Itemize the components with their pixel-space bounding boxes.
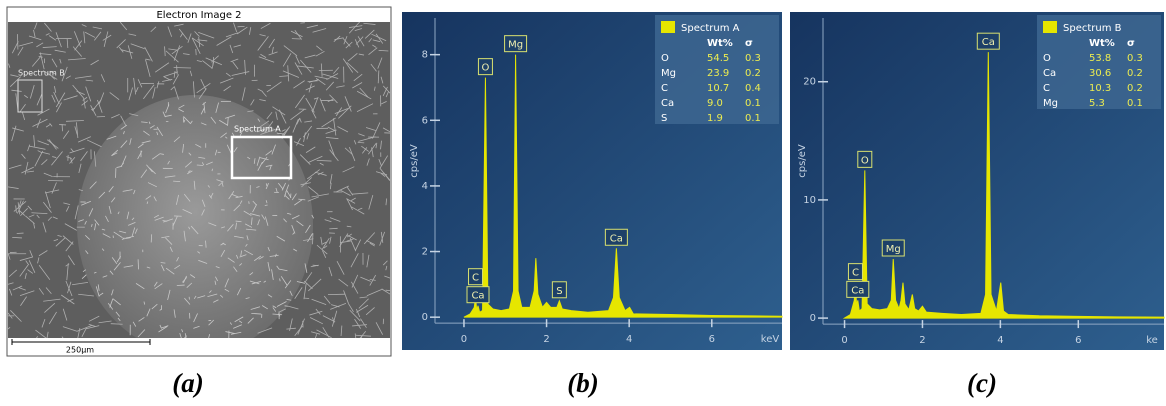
sem-dome <box>77 95 313 355</box>
peak-label: C <box>472 273 479 284</box>
y-tick-label: 0 <box>422 312 428 323</box>
legend-cell: Ca <box>661 98 674 109</box>
legend-cell: 0.2 <box>1127 83 1143 94</box>
legend-cell: 0.2 <box>745 68 761 79</box>
legend-cell: 5.3 <box>1089 98 1105 109</box>
legend-title: Spectrum B <box>1063 23 1122 34</box>
legend-swatch <box>1043 21 1057 33</box>
legend-header: σ <box>745 38 753 49</box>
legend-cell: 0.3 <box>745 53 761 64</box>
legend-header: σ <box>1127 38 1135 49</box>
legend-cell: C <box>661 83 668 94</box>
legend-header: Wt% <box>1089 38 1115 49</box>
sem-crystal <box>177 65 178 74</box>
x-tick-label: 4 <box>626 334 632 345</box>
peak-label: Ca <box>471 291 484 302</box>
x-tick-label: 2 <box>543 334 549 345</box>
legend-cell: Ca <box>1043 68 1056 79</box>
y-tick-label: 6 <box>422 115 428 126</box>
y-tick-label: 10 <box>803 195 816 206</box>
peak-label: O <box>861 155 869 166</box>
x-axis-label: ke <box>1146 335 1158 346</box>
y-axis-label: cps/eV <box>797 144 808 178</box>
x-axis-label: keV <box>761 334 780 345</box>
legend-cell: 0.3 <box>1127 53 1143 64</box>
legend-cell: O <box>661 53 669 64</box>
peak-label: Ca <box>610 233 623 244</box>
legend-title: Spectrum A <box>681 23 740 34</box>
sem-crystal <box>111 324 123 325</box>
legend-cell: Mg <box>1043 98 1058 109</box>
legend-cell: 0.4 <box>745 83 761 94</box>
figure: Electron Image 2 Spectrum B Spectrum A 2… <box>0 0 1166 406</box>
legend-cell: 0.2 <box>1127 68 1143 79</box>
peak-label: Mg <box>508 40 523 51</box>
legend-cell: 30.6 <box>1089 68 1111 79</box>
peak-label: S <box>556 286 562 297</box>
peak-label: O <box>481 63 489 74</box>
caption: (a) <box>172 368 203 398</box>
sem-crystal <box>174 67 191 68</box>
legend-cell: 0.1 <box>1127 98 1143 109</box>
legend-cell: O <box>1043 53 1051 64</box>
y-tick-label: 20 <box>803 77 816 88</box>
scale-label: 250µm <box>66 346 94 355</box>
image-title: Electron Image 2 <box>156 10 241 21</box>
x-tick-label: 6 <box>1075 335 1081 346</box>
x-tick-label: 2 <box>919 335 925 346</box>
x-tick-label: 4 <box>997 335 1003 346</box>
legend-cell: 10.3 <box>1089 83 1111 94</box>
y-tick-label: 2 <box>422 247 428 258</box>
peak-label: C <box>852 268 859 279</box>
sem-crystal <box>197 165 203 166</box>
peak-label: Mg <box>886 244 901 255</box>
legend-header: Wt% <box>707 38 733 49</box>
legend-cell: 23.9 <box>707 68 729 79</box>
peak-label: Ca <box>851 285 864 296</box>
legend-cell: 54.5 <box>707 53 729 64</box>
caption: (c) <box>967 368 997 398</box>
legend-cell: Mg <box>661 68 676 79</box>
x-tick-label: 0 <box>841 335 847 346</box>
sem-crystal <box>265 205 268 206</box>
y-tick-label: 4 <box>422 181 428 192</box>
legend-cell: 0.1 <box>745 98 761 109</box>
legend-swatch <box>661 21 675 33</box>
y-tick-label: 8 <box>422 50 428 61</box>
legend-cell: 1.9 <box>707 113 723 124</box>
legend-cell: 9.0 <box>707 98 723 109</box>
spectrum-a-label: Spectrum A <box>234 125 281 134</box>
peak-label: Ca <box>982 37 995 48</box>
y-axis-label: cps/eV <box>409 144 420 178</box>
legend-cell: 53.8 <box>1089 53 1111 64</box>
spectrum-b-label: Spectrum B <box>18 69 65 78</box>
legend-cell: C <box>1043 83 1050 94</box>
legend-cell: 10.7 <box>707 83 729 94</box>
x-tick-label: 6 <box>709 334 715 345</box>
legend-cell: 0.1 <box>745 113 761 124</box>
legend-cell: S <box>661 113 667 124</box>
x-tick-label: 0 <box>461 334 467 345</box>
caption: (b) <box>567 368 598 398</box>
y-tick-label: 0 <box>810 313 816 324</box>
